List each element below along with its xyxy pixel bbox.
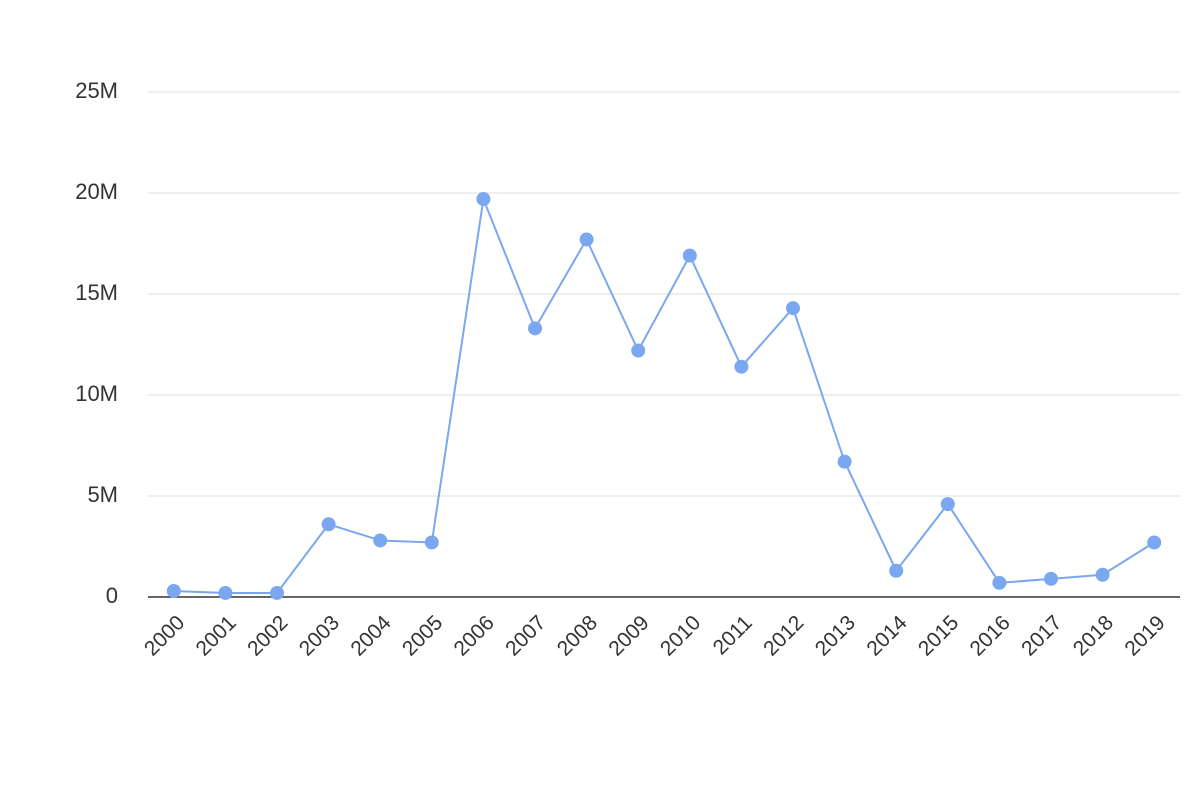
x-tick-label: 2001 xyxy=(192,611,241,660)
y-tick-label: 15M xyxy=(75,280,118,305)
x-tick-label: 2014 xyxy=(862,611,912,661)
y-tick-label: 0 xyxy=(106,583,118,608)
y-tick-label: 10M xyxy=(75,381,118,406)
data-point xyxy=(218,585,233,600)
data-point xyxy=(528,321,542,336)
x-tick-label: 2000 xyxy=(140,611,189,660)
data-point xyxy=(786,301,800,316)
x-tick-label: 2019 xyxy=(1120,611,1169,660)
data-point xyxy=(166,583,181,598)
data-point xyxy=(1044,571,1058,586)
x-tick-label: 2004 xyxy=(346,611,396,661)
x-tick-label: 2008 xyxy=(553,611,602,660)
x-tick-label: 2017 xyxy=(1017,611,1066,660)
x-tick-label: 2018 xyxy=(1069,611,1118,660)
data-point xyxy=(424,535,439,550)
x-tick-label: 2012 xyxy=(759,611,808,660)
x-tick-label: 2011 xyxy=(709,611,757,659)
data-point xyxy=(270,585,284,600)
data-point xyxy=(992,575,1007,590)
data-point xyxy=(734,359,749,374)
data-point xyxy=(579,232,594,247)
y-tick-label: 25M xyxy=(75,78,118,103)
data-point xyxy=(321,517,336,532)
x-tick-label: 2003 xyxy=(295,611,344,660)
data-point xyxy=(631,343,646,358)
y-tick-label: 20M xyxy=(75,179,118,204)
data-point xyxy=(682,248,697,263)
data-point xyxy=(889,563,904,578)
data-point xyxy=(940,497,955,512)
y-tick-label: 5M xyxy=(87,482,118,507)
data-point xyxy=(476,192,491,207)
data-point xyxy=(373,533,388,548)
x-tick-label: 2015 xyxy=(914,611,963,660)
x-tick-label: 2002 xyxy=(243,611,292,660)
series-line xyxy=(173,195,1155,594)
x-tick-label: 2016 xyxy=(966,611,1015,660)
x-tick-label: 2005 xyxy=(398,611,447,660)
x-tick-label: 2013 xyxy=(811,611,860,660)
x-tick-label: 2007 xyxy=(501,611,550,660)
data-point xyxy=(1095,567,1110,582)
data-point xyxy=(837,454,852,469)
x-tick-label: 2009 xyxy=(604,611,653,660)
data-point xyxy=(1147,535,1162,550)
x-tick-label: 2006 xyxy=(450,611,499,660)
x-tick-label: 2010 xyxy=(656,611,705,660)
